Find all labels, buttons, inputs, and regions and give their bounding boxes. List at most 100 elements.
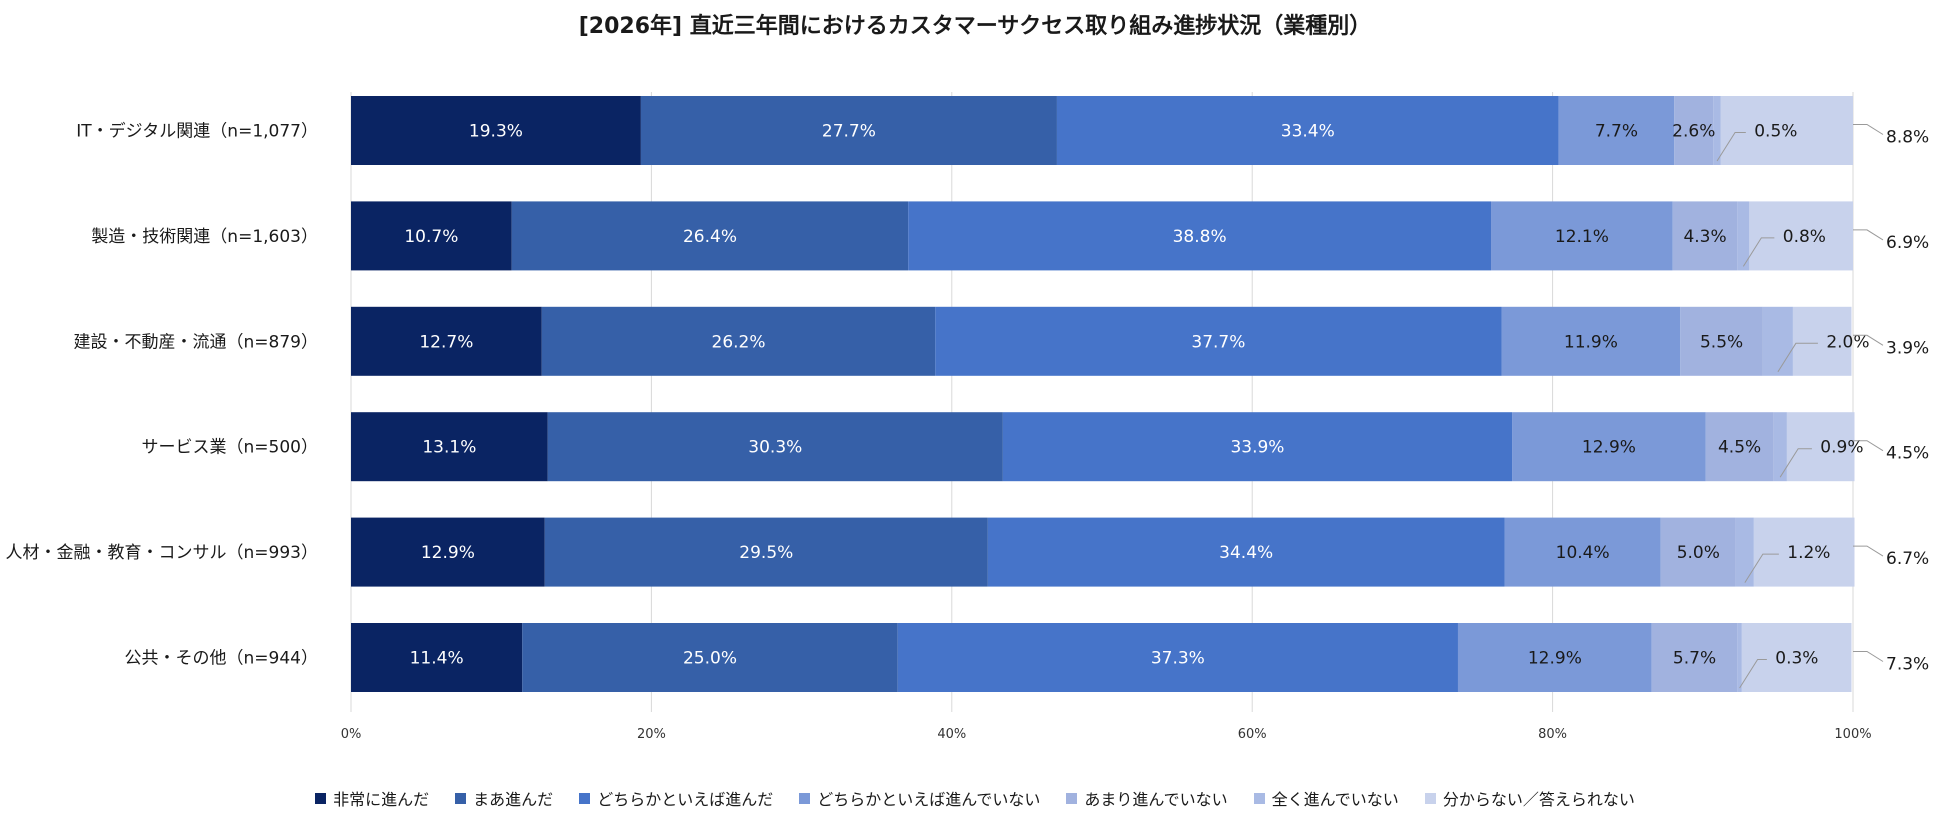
legend-label: 分からない／答えられない <box>1442 790 1635 809</box>
category-label: 公共・その他（n=944） <box>125 649 318 669</box>
leader-line <box>1716 132 1746 162</box>
bars <box>351 96 1855 692</box>
data-label: 0.3% <box>1775 649 1818 669</box>
bar-segment <box>1674 96 1714 165</box>
stacked-bar-chart: 19.3% 27.7% 33.4% 7.7% 2.6% 0.5% 8.8% 10.7% 26.4… <box>6 92 1929 742</box>
legend-swatch <box>1253 792 1265 804</box>
legend-label: あまり進んでいない <box>1084 790 1228 809</box>
bar-segment <box>544 517 988 587</box>
bar-segment <box>897 623 1458 692</box>
data-label: 12.7% <box>419 332 473 352</box>
bar-segment <box>1741 623 1852 692</box>
leader-line <box>1853 334 1884 346</box>
legend-label: どちらかといえば進んでいない <box>817 790 1041 809</box>
x-tick-label: 80% <box>1538 727 1567 742</box>
data-label: 0.8% <box>1783 227 1826 247</box>
data-label: 27.7% <box>822 122 876 142</box>
bar-segment <box>1651 623 1738 692</box>
bar-segment <box>1501 306 1681 376</box>
legend-label: 非常に進んだ <box>333 790 430 809</box>
data-label: 7.7% <box>1595 122 1638 142</box>
data-label: 33.9% <box>1230 438 1284 458</box>
bar-segment <box>1512 412 1706 482</box>
legend-swatch <box>1424 792 1436 804</box>
data-label: 33.4% <box>1281 122 1335 142</box>
bar-segment <box>1680 306 1763 376</box>
bar-segment <box>1713 96 1721 165</box>
legend-item: 全く進んでいない <box>1253 786 1399 810</box>
data-label: 2.6% <box>1672 122 1715 142</box>
bar-segment <box>351 201 512 271</box>
legend-swatch <box>315 792 327 804</box>
leader-line <box>1744 553 1779 583</box>
x-tick-label: 0% <box>341 727 362 742</box>
bar-segment <box>1762 306 1793 376</box>
data-label: 12.9% <box>421 543 475 563</box>
data-label: 3.9% <box>1886 338 1929 358</box>
bar-segment <box>1457 623 1652 692</box>
data-label: 38.8% <box>1173 227 1227 247</box>
data-label: 37.7% <box>1191 332 1245 352</box>
data-label: 29.5% <box>739 543 793 563</box>
category-label: 製造・技術関連（n=1,603） <box>91 227 318 247</box>
leader-line <box>1742 237 1775 267</box>
chart-title: [2026年] 直近三年間におけるカスタマーサクセス取り組み進捗状況（業種別） <box>578 14 1372 39</box>
category-label: サービス業（n=500） <box>142 438 318 458</box>
leader-line <box>1853 124 1884 135</box>
data-label: 1.2% <box>1787 543 1830 563</box>
x-axis-ticks: 0% 20% 40% 60% 80% 100% <box>341 727 1872 742</box>
data-label: 34.4% <box>1219 543 1273 563</box>
data-labels: 19.3% 27.7% 33.4% 7.7% 2.6% 0.5% 8.8% 10.7% 26.4… <box>404 122 1929 689</box>
leader-line <box>1853 545 1884 557</box>
legend-item: まあ進んだ <box>455 786 553 810</box>
data-label: 4.5% <box>1718 438 1761 458</box>
bar-segment <box>351 96 641 165</box>
data-label: 5.7% <box>1673 649 1716 669</box>
legend: 非常に進んだ まあ進んだ どちらかといえば進んだ どちらかといえば進んでいない あまり進… <box>0 786 1950 810</box>
data-label: 6.7% <box>1886 549 1929 569</box>
bar-segment <box>1792 306 1852 376</box>
bar-segment <box>1737 623 1742 692</box>
bar-segment <box>1753 517 1855 587</box>
legend-swatch <box>579 792 591 804</box>
data-label: 11.4% <box>410 649 464 669</box>
bar-segment <box>1491 201 1673 271</box>
data-label: 10.7% <box>404 227 458 247</box>
leader-line <box>1853 440 1884 452</box>
bar-segment <box>1504 517 1661 587</box>
data-label: 12.1% <box>1555 227 1609 247</box>
bar-segment <box>351 623 523 692</box>
bar-segment <box>1660 517 1736 587</box>
bar-segment <box>1672 201 1738 271</box>
data-label: 5.0% <box>1677 543 1720 563</box>
bar-segment <box>1056 96 1559 165</box>
leader-line <box>1777 342 1818 373</box>
data-label: 8.8% <box>1886 128 1929 148</box>
data-label: 26.2% <box>712 332 766 352</box>
bar-segment <box>987 517 1505 587</box>
bar-segment <box>351 412 548 482</box>
data-label: 19.3% <box>469 122 523 142</box>
leader-line <box>1779 448 1812 478</box>
bar-segment <box>1786 412 1855 482</box>
legend-item: 分からない／答えられない <box>1424 786 1635 810</box>
data-label: 37.3% <box>1151 649 1205 669</box>
legend-label: どちらかといえば進んだ <box>597 790 774 809</box>
data-label: 2.0% <box>1826 332 1869 352</box>
data-label: 0.5% <box>1754 122 1797 142</box>
bar-segment <box>640 96 1057 165</box>
data-label: 26.4% <box>683 227 737 247</box>
grid-lines <box>350 92 1854 712</box>
data-label: 4.5% <box>1886 444 1929 464</box>
category-label: 人材・金融・教育・コンサル（n=993） <box>6 543 318 563</box>
bar-segment <box>1735 517 1754 587</box>
data-label: 11.9% <box>1564 332 1618 352</box>
data-label: 6.9% <box>1886 233 1929 253</box>
legend-swatch <box>799 792 811 804</box>
data-label: 30.3% <box>748 438 802 458</box>
data-label: 25.0% <box>683 649 737 669</box>
bar-segment <box>935 306 1502 376</box>
x-tick-label: 100% <box>1834 727 1871 742</box>
data-label: 7.3% <box>1886 655 1929 675</box>
bar-segment <box>1773 412 1787 482</box>
